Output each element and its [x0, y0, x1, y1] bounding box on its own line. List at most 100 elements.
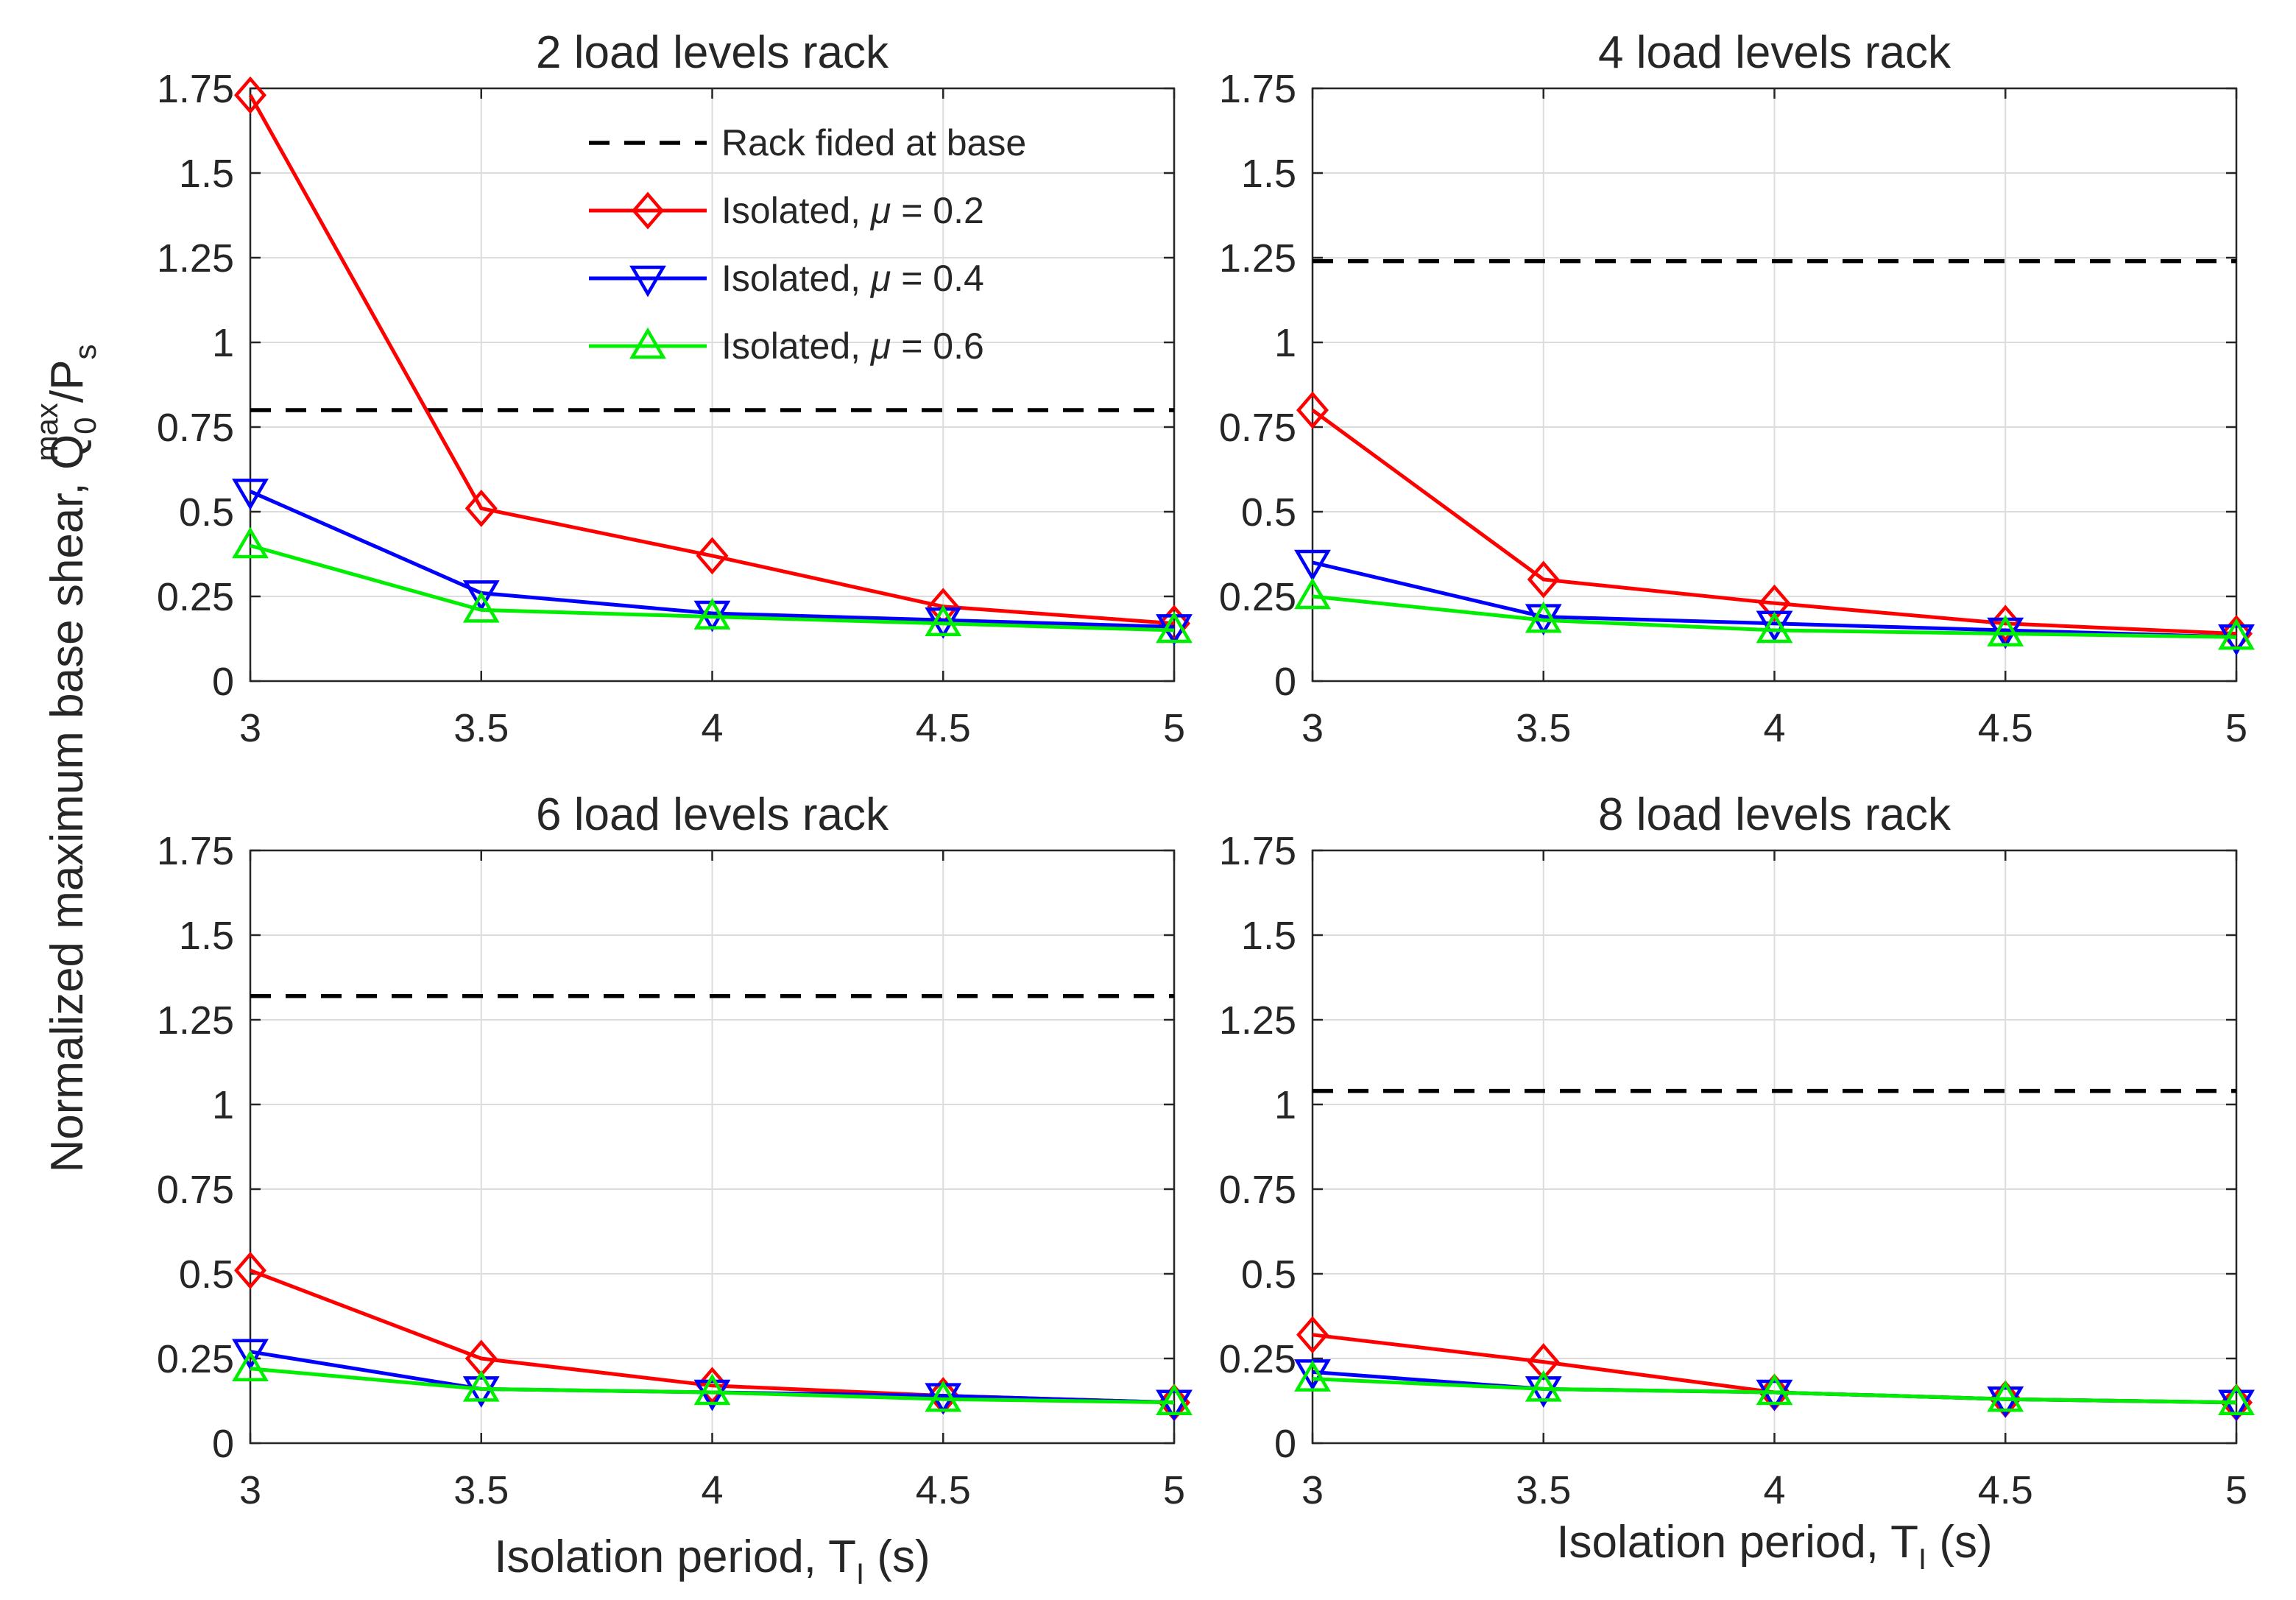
legend-marker [629, 265, 666, 297]
x-tick-label: 5 [1163, 1468, 1185, 1512]
series-line-2 [1312, 560, 2237, 639]
series-line-1 [1311, 408, 2237, 636]
x-tick-label: 4.5 [1978, 706, 2033, 750]
x-tick-label: 3.5 [1516, 1468, 1571, 1512]
data-point-marker [693, 598, 731, 630]
data-point-marker [1758, 584, 1791, 622]
data-point-marker [1294, 1360, 1331, 1392]
y-tick-label: 1 [212, 321, 234, 365]
x-tick-label: 5 [2225, 1468, 2247, 1512]
data-point-marker [462, 591, 500, 623]
x-tick-label: 5 [1163, 706, 1185, 750]
x-axis-label-1: Isolation period, TI (s) [494, 1532, 930, 1590]
series-line-3 [1312, 594, 2237, 639]
data-point-marker [1527, 560, 1560, 599]
y-tick-label: 0.5 [179, 490, 234, 535]
panel-title: 4 load levels rack [1598, 27, 1951, 78]
y-tick-label: 0.25 [157, 1337, 234, 1381]
data-point-marker [232, 479, 269, 510]
legend-entry-1: Rack fided at base [589, 122, 1026, 163]
y-tick-label: 0.75 [157, 406, 234, 450]
y-tick-label: 0.5 [1241, 1252, 1296, 1297]
x-tick-label: 4.5 [916, 706, 971, 750]
y-tick-label: 0.25 [157, 575, 234, 619]
legend-label: Isolated, μ = 0.6 [721, 325, 984, 367]
x-tick-label: 5 [2225, 706, 2247, 750]
data-point-marker [696, 537, 729, 575]
y-tick-label: 0.25 [1219, 1337, 1296, 1381]
y-tick-label: 0 [212, 1422, 234, 1466]
y-tick-label: 1.25 [1219, 998, 1296, 1043]
y-tick-label: 0 [212, 660, 234, 704]
y-tick-label: 1.5 [179, 914, 234, 958]
y-tick-label: 0.5 [1241, 490, 1296, 535]
y-tick-label: 1.75 [1219, 829, 1296, 873]
data-point-marker [232, 1339, 269, 1371]
x-tick-label: 3 [239, 706, 261, 750]
x-tick-label: 4.5 [916, 1468, 971, 1512]
data-point-marker [465, 489, 498, 527]
data-point-marker [1525, 1376, 1562, 1408]
data-point-marker [925, 1380, 962, 1412]
x-tick-label: 3 [239, 1468, 261, 1512]
y-tick-label: 0.75 [1219, 406, 1296, 450]
data-point-marker [1294, 577, 1331, 610]
x-axis-label-2: Isolation period, TI (s) [1556, 1517, 1992, 1576]
data-point-marker [693, 1379, 731, 1412]
data-point-marker [462, 1376, 500, 1408]
data-point-marker [2218, 624, 2255, 656]
legend: Rack fided at base Isolated, μ = 0.2 Isola… [589, 122, 1026, 367]
data-point-marker [1296, 1316, 1329, 1354]
x-tick-label: 3.5 [453, 706, 509, 750]
data-point-marker [1987, 1380, 2024, 1412]
legend-entry-4: Isolated, μ = 0.6 [589, 325, 984, 367]
x-tick-label: 3 [1301, 1468, 1324, 1512]
x-tick-label: 3.5 [1516, 706, 1571, 750]
data-point-marker [925, 605, 962, 637]
legend-label: Rack fided at base [721, 122, 1026, 163]
data-point-marker [1294, 549, 1331, 582]
legend-label: Isolated, μ = 0.2 [721, 190, 984, 231]
series-line-1 [248, 94, 1175, 626]
data-point-marker [234, 76, 266, 114]
legend-entry-2: Isolated, μ = 0.2 [589, 190, 984, 231]
data-point-marker [1296, 391, 1329, 429]
x-tick-label: 4 [701, 1468, 723, 1512]
data-point-marker [1156, 1389, 1193, 1422]
panel-title: 6 load levels rack [536, 789, 889, 840]
x-tick-label: 4.5 [1978, 1468, 2033, 1512]
legend-marker [632, 191, 664, 230]
x-tick-label: 3.5 [453, 1468, 509, 1512]
x-tick-label: 3 [1301, 706, 1324, 750]
data-point-marker [1756, 1379, 1793, 1412]
panel-3: 3 3.5 4 4.5 5 0 0.25 0.5 0.75 1 1.25 1.5 1.75 6 load … [157, 789, 1193, 1512]
data-point-marker [1756, 611, 1793, 644]
y-tick-label: 0.75 [157, 1168, 234, 1212]
y-tick-label: 1.75 [1219, 67, 1296, 111]
y-tick-label: 1.25 [157, 998, 234, 1043]
y-tick-label: 0.5 [179, 1252, 234, 1297]
x-tick-label: 4 [1763, 1468, 1785, 1512]
panels-group: 3 3.5 4 4.5 5 0 0.25 0.5 0.75 1 1.25 1.5 1.75 2 load … [157, 27, 2255, 1512]
legend-marker [629, 327, 666, 359]
axis-labels: Normalized maximum base shear, Q0max/Ps I… [29, 345, 1993, 1591]
legend-label: Isolated, μ = 0.4 [721, 258, 984, 299]
panel-title: 8 load levels rack [1598, 789, 1951, 840]
x-tick-label: 4 [701, 706, 723, 750]
y-tick-label: 1.25 [1219, 236, 1296, 281]
y-tick-label: 1.75 [157, 829, 234, 873]
y-tick-label: 1.75 [157, 67, 234, 111]
y-tick-label: 1.25 [157, 236, 234, 281]
data-point-marker [232, 526, 269, 559]
y-tick-label: 0.75 [1219, 1168, 1296, 1212]
y-tick-label: 1 [1274, 1083, 1296, 1127]
y-tick-label: 1 [212, 1083, 234, 1127]
y-tick-label: 0 [1274, 660, 1296, 704]
panel-2: 3 3.5 4 4.5 5 0 0.25 0.5 0.75 1 1.25 1.5 1.75 4 load … [1219, 27, 2255, 750]
y-tick-label: 0.25 [1219, 575, 1296, 619]
data-point-marker [2218, 618, 2255, 650]
data-point-marker [693, 1373, 731, 1406]
y-tick-label: 0 [1274, 1422, 1296, 1466]
panel-4: 3 3.5 4 4.5 5 0 0.25 0.5 0.75 1 1.25 1.5 1.75 8 load … [1219, 789, 2255, 1512]
